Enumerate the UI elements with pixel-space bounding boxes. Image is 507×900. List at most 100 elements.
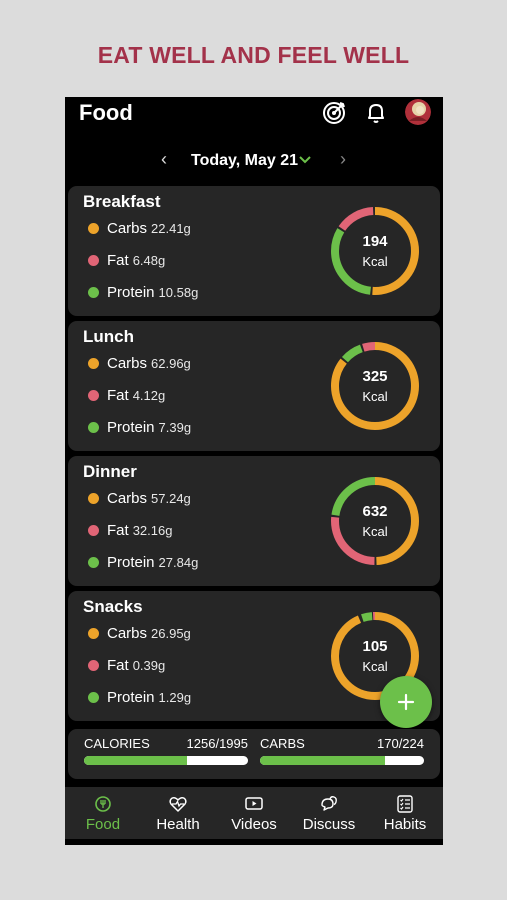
fat-dot-icon <box>88 390 99 401</box>
nav-label: Discuss <box>302 816 356 833</box>
calories-label: CALORIES <box>84 736 150 751</box>
macro-ring-chart <box>331 342 419 430</box>
macro-row-protein: Protein 1.29g <box>88 689 191 709</box>
macro-value: 0.39g <box>132 658 166 673</box>
kcal-value: 105 <box>362 638 388 655</box>
kcal-value: 194 <box>362 233 388 250</box>
meal-card-lunch[interactable]: Lunch Carbs 62.96g Fat 4.12g Protein 7.39g … <box>68 321 440 451</box>
nav-label: Health <box>156 816 200 833</box>
meal-card-snacks[interactable]: Snacks Carbs 26.95g Fat 0.39g Protein 1.29g… <box>68 591 440 721</box>
macro-row-fat: Fat 4.12g <box>88 387 165 407</box>
macro-row-fat: Fat 0.39g <box>88 657 165 677</box>
kcal-unit: Kcal <box>362 389 388 404</box>
date-label[interactable]: Today, May 21 <box>191 152 298 169</box>
macro-label: Fat <box>107 387 129 404</box>
chat-icon <box>321 796 337 811</box>
nav-label: Food <box>85 816 121 833</box>
protein-dot-icon <box>88 692 99 703</box>
video-icon <box>245 797 263 810</box>
macro-row-carbs: Carbs 22.41g <box>88 220 191 240</box>
date-navigator: ‹ Today, May 21 › <box>65 149 443 173</box>
banner-headline: EAT WELL AND FEEL WELL <box>97 42 410 68</box>
calories-value: 1256/1995 <box>186 736 248 751</box>
nav-item-discuss[interactable]: Discuss <box>294 787 364 839</box>
fat-dot-icon <box>88 525 99 536</box>
calories-progress-fill <box>84 756 188 765</box>
protein-dot-icon <box>88 557 99 568</box>
macro-row-fat: Fat 32.16g <box>88 522 172 542</box>
chevron-down-icon[interactable] <box>298 155 312 165</box>
macro-label: Protein <box>107 419 155 436</box>
kcal-value: 325 <box>362 368 388 385</box>
kcal-unit: Kcal <box>362 659 388 674</box>
macro-ring-chart <box>331 477 419 565</box>
protein-dot-icon <box>88 287 99 298</box>
macro-value: 32.16g <box>132 523 173 538</box>
protein-dot-icon <box>88 422 99 433</box>
macro-row-protein: Protein 10.58g <box>88 284 198 304</box>
carbs-progress-bar <box>260 756 424 765</box>
plus-icon <box>397 693 415 711</box>
page-title: Food <box>79 100 133 125</box>
avatar[interactable] <box>405 99 431 125</box>
add-food-button[interactable] <box>380 676 432 728</box>
prev-day-button[interactable]: ‹ <box>161 149 167 169</box>
macro-value: 4.12g <box>132 388 166 403</box>
calories-progress-bar <box>84 756 248 765</box>
nav-item-videos[interactable]: Videos <box>219 787 289 839</box>
macro-label: Protein <box>107 689 155 706</box>
carbs-dot-icon <box>88 493 99 504</box>
macro-label: Carbs <box>107 625 148 642</box>
macro-label: Fat <box>107 522 129 539</box>
macro-label: Protein <box>107 284 155 301</box>
nav-item-food[interactable]: Food <box>68 787 138 839</box>
heart-pulse-icon <box>169 797 187 812</box>
checklist-icon <box>397 795 413 813</box>
nav-label: Videos <box>231 816 277 833</box>
meal-name: Breakfast <box>83 192 161 211</box>
macro-value: 1.29g <box>158 690 192 705</box>
macro-label: Fat <box>107 252 129 269</box>
macro-row-fat: Fat 6.48g <box>88 252 165 272</box>
kcal-value: 632 <box>362 503 388 520</box>
macro-value: 57.24g <box>151 491 191 506</box>
meal-name: Lunch <box>83 327 134 346</box>
macro-value: 6.48g <box>132 253 166 268</box>
macro-value: 26.95g <box>151 626 191 641</box>
macro-ring-chart <box>331 207 419 295</box>
bell-icon[interactable] <box>363 100 389 126</box>
meal-card-breakfast[interactable]: Breakfast Carbs 22.41g Fat 6.48g Protein 10… <box>68 186 440 316</box>
macro-row-carbs: Carbs 26.95g <box>88 625 191 645</box>
carbs-value: 170/224 <box>377 736 424 751</box>
carbs-label: CARBS <box>260 736 305 751</box>
kcal-unit: Kcal <box>362 524 388 539</box>
app-screen: Food ‹ Today, May 21 › Break <box>65 97 443 845</box>
meal-name: Snacks <box>83 597 143 616</box>
carbs-dot-icon <box>88 628 99 639</box>
fat-dot-icon <box>88 660 99 671</box>
next-day-button[interactable]: › <box>340 149 346 169</box>
macro-value: 7.39g <box>158 420 192 435</box>
macro-value: 27.84g <box>158 555 199 570</box>
nav-label: Habits <box>383 816 427 833</box>
macro-row-protein: Protein 7.39g <box>88 419 191 439</box>
carbs-progress-fill <box>260 756 385 765</box>
macro-label: Protein <box>107 554 155 571</box>
nav-item-habits[interactable]: Habits <box>370 787 440 839</box>
macro-label: Carbs <box>107 220 148 237</box>
target-icon[interactable] <box>321 100 347 126</box>
meal-name: Dinner <box>83 462 137 481</box>
macro-label: Carbs <box>107 490 148 507</box>
top-bar: Food <box>65 97 443 131</box>
macro-row-protein: Protein 27.84g <box>88 554 198 574</box>
meal-card-dinner[interactable]: Dinner Carbs 57.24g Fat 32.16g Protein 27.8… <box>68 456 440 586</box>
fat-dot-icon <box>88 255 99 266</box>
macro-ring-chart <box>331 612 419 700</box>
nav-item-health[interactable]: Health <box>143 787 213 839</box>
daily-summary: CALORIES 1256/1995 CARBS 170/224 <box>68 729 440 779</box>
macro-label: Fat <box>107 657 129 674</box>
carbs-dot-icon <box>88 358 99 369</box>
macro-value: 22.41g <box>151 221 191 236</box>
kcal-unit: Kcal <box>362 254 388 269</box>
bottom-nav: Food Health Videos Discuss <box>65 787 443 839</box>
